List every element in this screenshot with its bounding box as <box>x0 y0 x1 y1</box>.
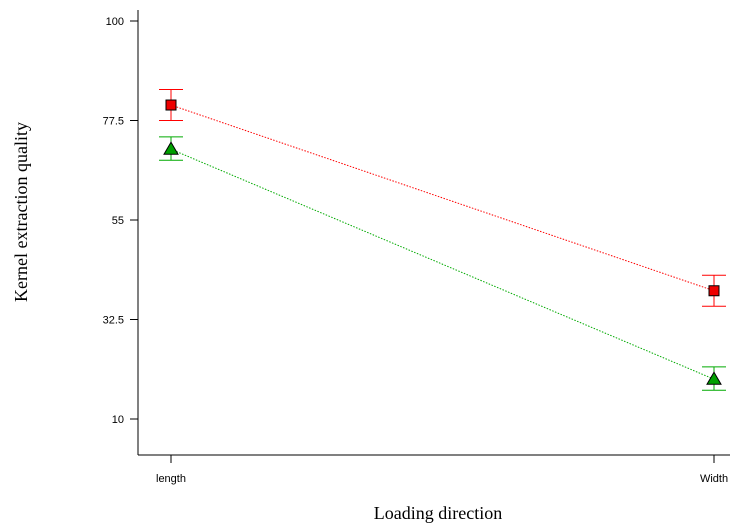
series-line <box>170 148 715 380</box>
data-point-triangle <box>706 371 722 385</box>
y-tick-label: 77.5 <box>103 116 124 128</box>
series-line <box>170 104 715 292</box>
data-point-square <box>165 99 177 111</box>
x-tick-label: Width <box>700 473 728 485</box>
y-tick-label: 100 <box>106 16 124 28</box>
y-tick-label: 32.5 <box>103 315 124 327</box>
series-2 <box>159 136 726 391</box>
data-point-square <box>708 285 720 297</box>
y-tick-label: 10 <box>112 414 124 426</box>
x-tick-label: length <box>156 473 186 485</box>
y-axis-ticks: 10 32.5 55 77.5 100 <box>103 16 138 426</box>
x-axis-title: Loading direction <box>374 503 502 523</box>
plot-area: 10 32.5 55 77.5 100 length Width <box>103 10 730 485</box>
x-axis-ticks: length Width <box>156 455 728 485</box>
data-point-triangle <box>163 141 179 155</box>
y-tick-label: 55 <box>112 215 124 227</box>
series-layer <box>159 89 726 391</box>
series-1 <box>159 89 726 307</box>
y-axis-title: Kernel extraction quality <box>11 122 31 302</box>
